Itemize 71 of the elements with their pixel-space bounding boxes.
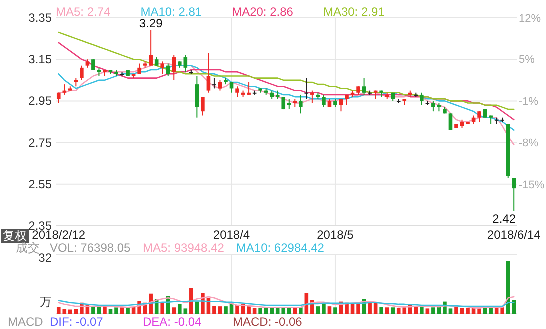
bar [74, 309, 78, 314]
bar [218, 306, 222, 314]
y-tick-label: 2.95 [28, 94, 52, 108]
bar [322, 304, 326, 314]
bar [328, 306, 332, 314]
bar [299, 308, 303, 314]
text: MA5: 2.74 [56, 5, 112, 19]
bar [489, 308, 493, 314]
text: 复权 [3, 229, 27, 243]
bar [190, 288, 194, 314]
x-tick-label: 2018/6/14 [487, 228, 542, 242]
bar [184, 308, 188, 314]
bar [460, 308, 464, 314]
y-tick-label: 3.15 [28, 52, 52, 67]
bar [252, 308, 257, 314]
bar [68, 310, 72, 314]
bar [316, 306, 320, 314]
bar [432, 308, 436, 314]
bar [426, 308, 430, 314]
bar [334, 308, 338, 314]
bar [195, 302, 200, 314]
y2-tick-label: -1% [519, 96, 539, 108]
text: 32 [38, 251, 52, 265]
bar [380, 307, 384, 314]
text: MA10: 2.81 [140, 5, 202, 19]
bar [385, 308, 390, 314]
text: MA5: 93948.42 [143, 241, 225, 255]
bar [212, 306, 216, 314]
bar [374, 303, 378, 314]
text: VOL: 76398.05 [50, 241, 132, 255]
bar [500, 308, 504, 314]
text: MA10: 62984.42 [236, 241, 325, 255]
bar [103, 306, 107, 314]
text: 成交 [16, 241, 40, 255]
text: MA20: 2.86 [232, 5, 294, 19]
y2-tick-label: 12% [519, 13, 542, 25]
bar [236, 304, 240, 314]
y-tick-label: 2.75 [28, 136, 52, 150]
text: 万 [40, 295, 52, 309]
bar [97, 307, 102, 314]
bar [258, 308, 262, 314]
bar [478, 308, 482, 314]
x-tick-label: 2018/5 [317, 228, 354, 242]
bar [391, 308, 396, 314]
bar [108, 309, 113, 314]
y2-tick-label: 5% [519, 54, 536, 66]
text: MACD: -0.06 [233, 315, 303, 329]
text: DEA: -0.04 [143, 315, 202, 329]
bar [224, 306, 228, 314]
bar [172, 308, 176, 314]
bar [356, 302, 360, 314]
bar [114, 308, 118, 314]
y-tick-label: 3.35 [28, 11, 52, 25]
y-tick-label: 2.55 [28, 177, 52, 192]
y2-tick-label: -8% [519, 138, 539, 150]
line-series [58, 32, 515, 110]
text: MA30: 2.91 [323, 5, 386, 19]
bar [92, 307, 96, 314]
annotation: 2.42 [492, 212, 516, 226]
bar [126, 308, 130, 314]
text: MACD [8, 315, 44, 329]
y2-tick-label: -15% [519, 179, 545, 192]
bar [466, 308, 470, 314]
x-tick-label: 2018/4 [213, 228, 250, 242]
bar [247, 306, 251, 314]
bar [160, 302, 165, 314]
bar [178, 304, 182, 314]
text: DIF: -0.07 [50, 315, 104, 329]
annotation: 3.29 [139, 16, 164, 30]
bar [448, 308, 453, 314]
bar [454, 307, 458, 314]
